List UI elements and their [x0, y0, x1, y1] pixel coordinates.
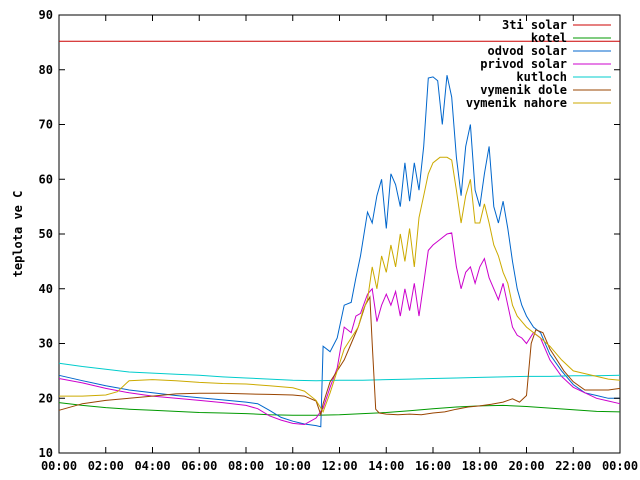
x-tick-label: 08:00	[228, 459, 264, 473]
x-tick-label: 12:00	[321, 459, 357, 473]
series-line-odvod-solar	[58, 75, 620, 428]
x-tick-label: 06:00	[181, 459, 217, 473]
y-tick-label: 10	[39, 446, 53, 460]
legend-label-odvod-solar: odvod solar	[488, 44, 567, 58]
x-tick-label: 04:00	[134, 459, 170, 473]
series-layer	[58, 40, 621, 428]
x-tick-label: 00:00	[602, 459, 638, 473]
y-tick-label: 80	[39, 63, 53, 77]
y-tick-label: 90	[39, 8, 53, 22]
series-line-kutloch	[58, 362, 621, 382]
series-line-vymenik-nahore	[59, 156, 621, 414]
series-line-vymenik-dole	[58, 295, 621, 417]
x-tick-label: 16:00	[415, 459, 451, 473]
x-tick-label: 20:00	[508, 459, 544, 473]
y-tick-label: 60	[39, 172, 53, 186]
legend-label-privod-solar: privod solar	[480, 57, 567, 71]
y-tick-label: 30	[39, 337, 53, 351]
x-tick-label: 18:00	[462, 459, 498, 473]
y-axis-title: teplota ve C	[11, 191, 25, 278]
x-tick-label: 00:00	[41, 459, 77, 473]
y-tick-label: 70	[39, 118, 53, 132]
series-line-kotel	[58, 402, 621, 416]
y-tick-label: 20	[39, 391, 53, 405]
x-tick-label: 02:00	[88, 459, 124, 473]
x-tick-label: 10:00	[275, 459, 311, 473]
legend-label-kutloch: kutloch	[516, 70, 567, 84]
series-line-privod-solar	[58, 232, 621, 426]
x-tick-label: 14:00	[368, 459, 404, 473]
y-tick-label: 50	[39, 227, 53, 241]
y-tick-label: 40	[39, 282, 53, 296]
ticks-layer: 10 20 30 40 50 60 70 80 90 00:00 02:00 04:00 06:00 08…	[39, 8, 639, 473]
legend-label-3ti-solar: 3ti solar	[502, 18, 567, 32]
x-tick-label: 22:00	[555, 459, 591, 473]
legend-label-vymenik-nahore: vymenik nahore	[466, 96, 567, 110]
legend-label-vymenik-dole: vymenik dole	[480, 83, 567, 97]
legend-label-kotel: kotel	[531, 31, 567, 45]
